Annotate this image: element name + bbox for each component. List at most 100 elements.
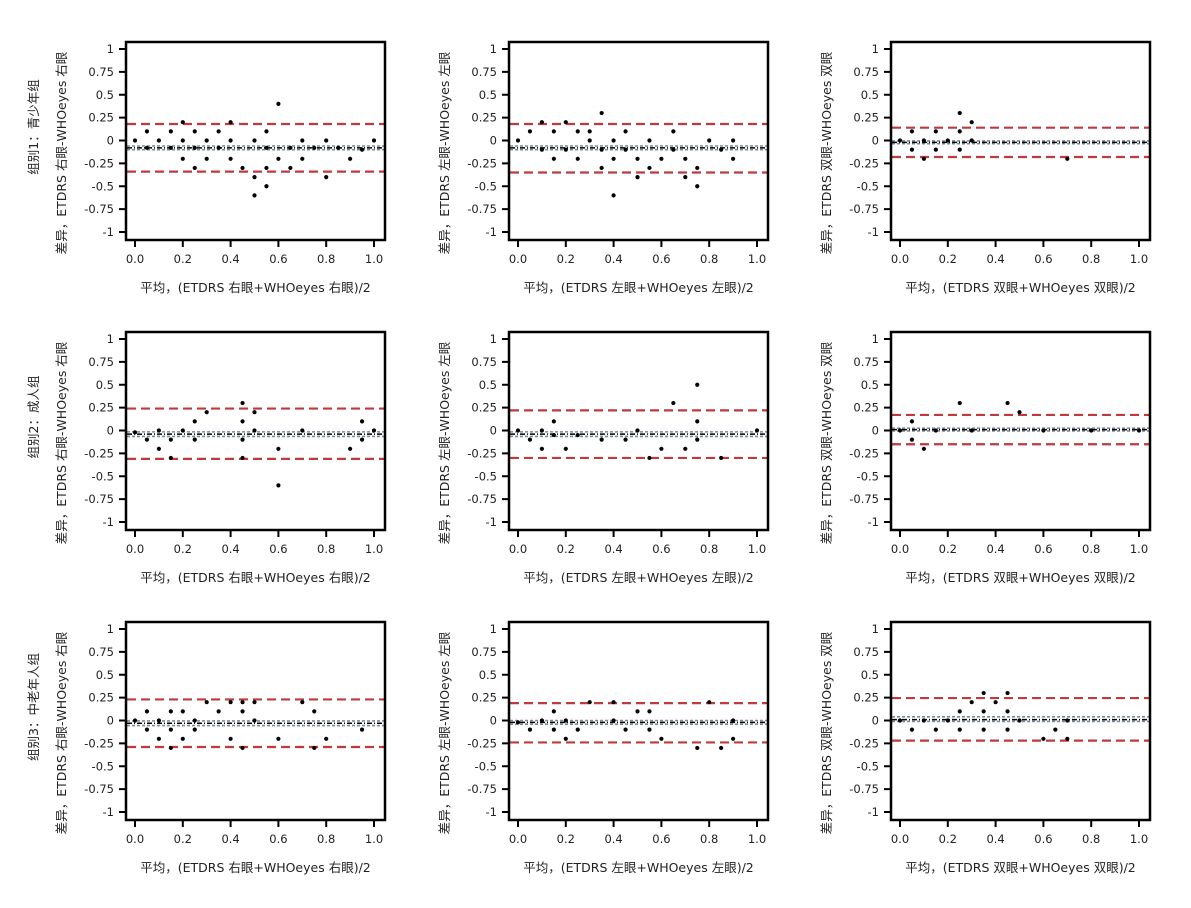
data-point	[623, 129, 628, 134]
plot-frame	[124, 40, 387, 242]
data-point	[240, 700, 245, 705]
x-tick-label: 0.8	[317, 542, 335, 556]
y-tick-label: -0.25	[84, 446, 114, 460]
x-tick-label: 0.6	[1034, 252, 1052, 266]
x-tick-label: 0.6	[269, 542, 287, 556]
data-point	[933, 428, 938, 433]
data-point	[563, 736, 568, 741]
y-axis-label: 差异，ETDRS 双眼-WHOeyes 双眼	[819, 51, 834, 254]
y-tick-label: 1	[107, 622, 114, 636]
y-tick-label: -1	[486, 515, 497, 529]
data-point	[204, 138, 209, 143]
x-tick-label: 0.4	[221, 832, 239, 846]
y-tick-label: -1	[103, 805, 114, 819]
x-tick-label: 1.0	[748, 832, 766, 846]
data-point	[168, 745, 173, 751]
data-point	[240, 165, 245, 171]
x-tick-label: 0.0	[891, 542, 909, 556]
y-axis-label: 差异，ETDRS 右眼-WHOeyes 右眼	[54, 631, 69, 834]
data-point	[551, 432, 556, 438]
data-point	[1089, 428, 1094, 433]
row-label: 组别3：中老年人组	[26, 653, 41, 761]
y-tick-label: 0.75	[88, 65, 114, 79]
x-tick-label: 1.0	[365, 252, 383, 266]
x-tick-label: 0.2	[174, 832, 192, 846]
data-point	[575, 129, 580, 134]
data-point	[252, 428, 257, 433]
y-tick-label: 1	[490, 622, 497, 636]
y-tick-label: -1	[486, 225, 497, 239]
y-tick-label: -0.5	[475, 759, 497, 773]
x-tick-label: 1.0	[1130, 252, 1148, 266]
y-tick-label: -0.25	[849, 736, 879, 750]
x-tick-label: 0.2	[174, 252, 192, 266]
x-tick-label: 0.4	[604, 542, 622, 556]
y-tick-label: 0	[107, 424, 114, 438]
x-tick-label: 0.8	[1082, 832, 1100, 846]
y-tick-label: -0.5	[857, 179, 879, 193]
x-tick-label: 0.0	[126, 252, 144, 266]
data-point	[969, 428, 974, 433]
data-point	[647, 727, 652, 732]
data-point	[575, 432, 580, 438]
y-tick-label: -0.25	[467, 156, 497, 170]
data-point	[623, 147, 628, 152]
data-point	[1065, 718, 1070, 723]
data-point	[515, 720, 521, 725]
y-tick-label: 0	[872, 714, 879, 728]
y-tick-label: -0.25	[467, 446, 497, 460]
y-tick-label: 0.5	[861, 378, 879, 392]
y-tick-label: 0.75	[88, 645, 114, 659]
data-point	[168, 709, 173, 714]
data-point	[921, 156, 927, 161]
data-point	[144, 145, 150, 150]
data-point	[216, 145, 221, 150]
y-tick-label: -0.5	[475, 469, 497, 483]
y-tick-label: -0.75	[84, 492, 114, 506]
data-point	[921, 718, 927, 723]
y-tick-label: 0	[872, 424, 879, 438]
x-tick-label: 0.4	[986, 542, 1004, 556]
data-point	[324, 138, 329, 143]
data-point	[1041, 736, 1046, 741]
data-point	[156, 736, 161, 741]
x-tick-label: 1.0	[748, 252, 766, 266]
y-tick-label: -0.75	[849, 782, 879, 796]
data-point	[527, 129, 533, 134]
y-tick-label: 0.5	[96, 668, 114, 682]
data-point	[933, 727, 938, 732]
data-point	[909, 727, 915, 732]
y-tick-label: 1	[490, 332, 497, 346]
data-point	[993, 700, 998, 705]
y-tick-label: -0.25	[467, 736, 497, 750]
panel-2: 1 0.75 0.5 0.25 0 -0.25 -0.5 -0.75 -1 0.0 0.2 0.4 0.…	[437, 40, 770, 295]
data-point	[252, 410, 257, 415]
data-point	[539, 718, 545, 723]
data-point	[611, 700, 616, 705]
data-point	[897, 428, 903, 433]
panel-8: 1 0.75 0.5 0.25 0 -0.25 -0.5 -0.75 -1 0.0 0.2 0.4 0.…	[437, 620, 770, 875]
data-point	[228, 700, 233, 705]
data-point	[144, 437, 150, 442]
data-point	[981, 690, 986, 696]
y-tick-label: -0.5	[92, 179, 114, 193]
data-point	[168, 727, 173, 732]
x-tick-label: 0.4	[986, 252, 1004, 266]
data-point	[168, 437, 173, 442]
data-point	[264, 165, 269, 171]
data-point	[623, 437, 628, 442]
y-tick-label: 0.5	[479, 88, 497, 102]
y-axis-label: 差异，ETDRS 左眼-WHOeyes 左眼	[437, 631, 452, 834]
plot-frame	[507, 330, 770, 532]
data-point	[647, 709, 652, 714]
data-point	[671, 400, 676, 406]
data-point	[1065, 156, 1070, 161]
data-point	[551, 419, 556, 424]
x-axis-label: 平均，(ETDRS 双眼+WHOeyes 双眼)/2	[905, 570, 1136, 585]
data-point	[300, 156, 305, 161]
panel-4: 1 0.75 0.5 0.25 0 -0.25 -0.5 -0.75 -1 0.0 0.2 0.4 0.…	[54, 330, 387, 585]
x-tick-label: 0.0	[126, 832, 144, 846]
data-point	[921, 138, 927, 143]
data-point	[515, 428, 521, 433]
